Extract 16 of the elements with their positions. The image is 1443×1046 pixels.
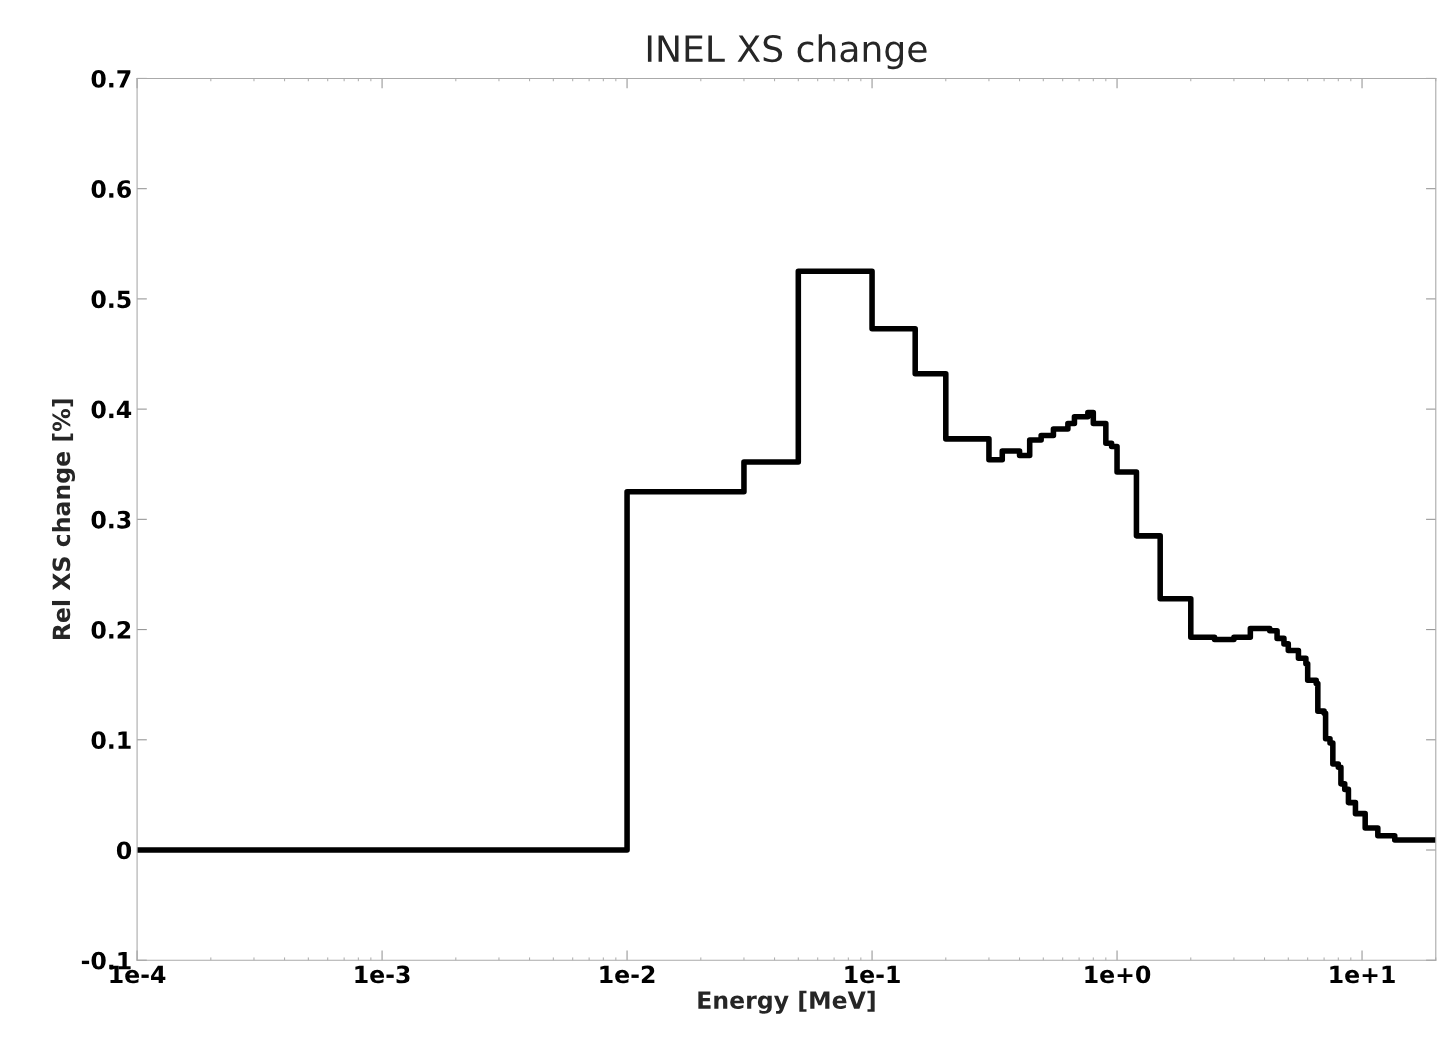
x-tick-label: 1e-2	[600, 965, 655, 984]
y-tick-label: 0.6	[91, 180, 131, 198]
x-tick-label: 1e+0	[1085, 965, 1151, 984]
y-tick-label: 0	[116, 841, 132, 860]
y-tick-label: 0.3	[91, 510, 131, 529]
y-tick-label: 0.4	[91, 400, 132, 419]
y-tick-label: 0.7	[91, 69, 131, 88]
y-tick-label: 0.1	[91, 731, 131, 750]
x-tick-label: 1e+1	[1330, 965, 1395, 984]
y-axis-title: Rel XS change [%]	[52, 399, 76, 640]
x-axis-title: Energy [MeV]	[698, 990, 875, 1014]
x-tick-label: 1e-1	[845, 965, 900, 984]
y-tick-label: 0.2	[91, 621, 131, 639]
y-tick-label: 0.5	[91, 290, 131, 309]
x-tick-label: 1e-3	[355, 965, 410, 984]
chart-title: INEL XS change	[647, 34, 927, 70]
